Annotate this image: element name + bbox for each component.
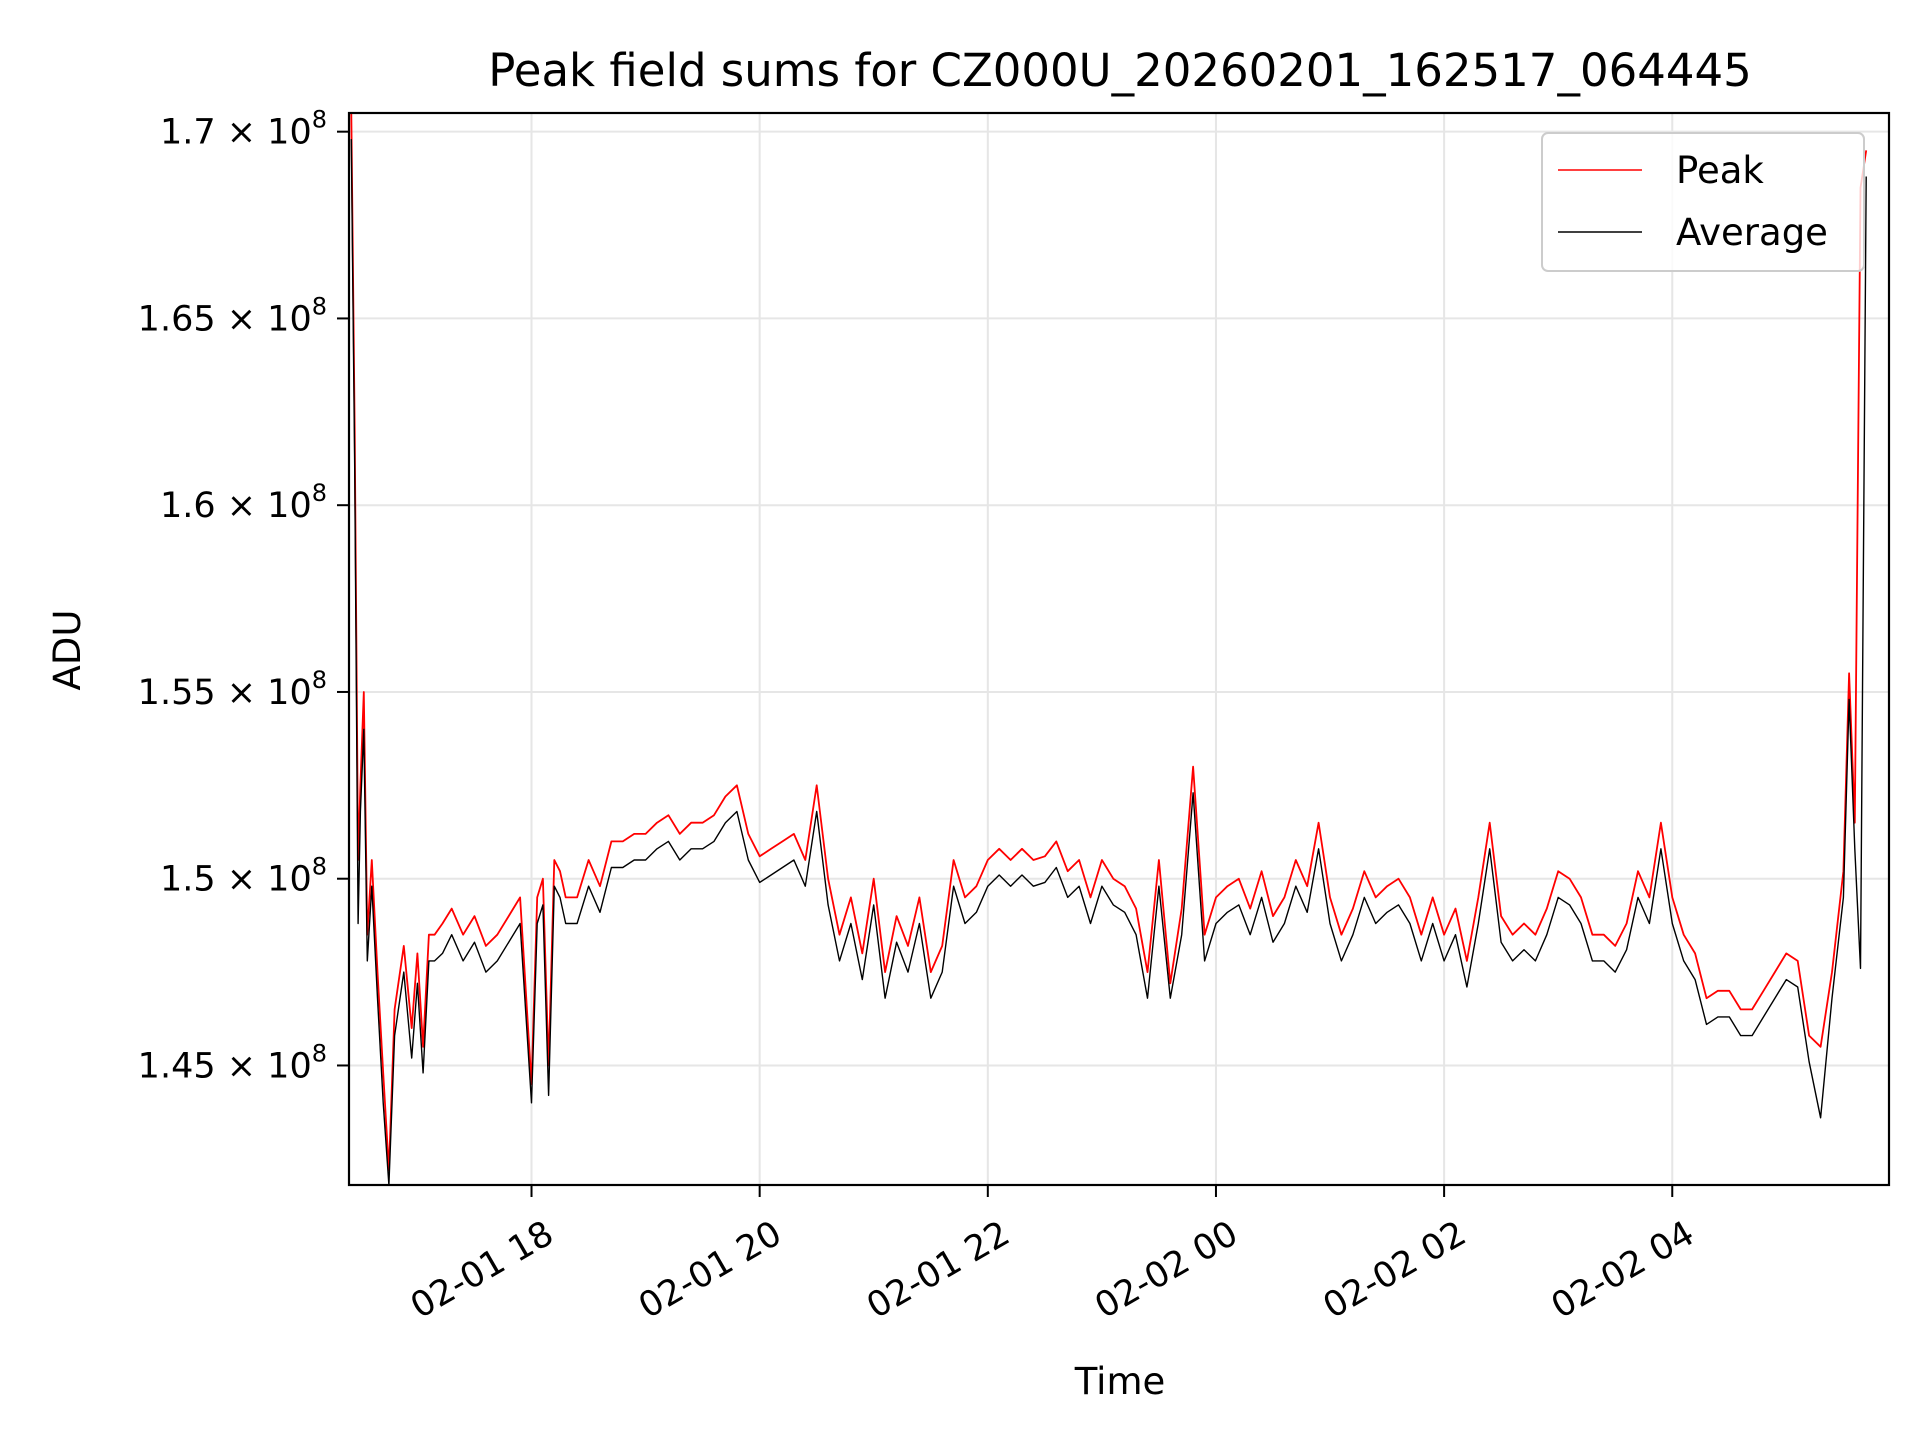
legend: Peak Average <box>1541 132 1865 272</box>
y-tick-label: 1.45 × 108 <box>138 1039 327 1086</box>
plot-area <box>350 113 1868 1185</box>
legend-label-average: Average <box>1676 211 1828 254</box>
y-axis-ticks: 1.45 × 108 1.5 × 108 1.55 × 108 1.6 × 108 1.… <box>138 106 349 1086</box>
y-axis-label: ADU <box>46 610 89 691</box>
series-layer <box>350 113 1868 1185</box>
chart-title: Peak field sums for CZ000U_20260201_1625… <box>488 44 1751 97</box>
x-axis-label: Time <box>1074 1360 1166 1403</box>
y-tick-label: 1.6 × 108 <box>160 479 327 526</box>
y-tick-label: 1.7 × 108 <box>160 106 327 153</box>
y-tick-label: 1.55 × 108 <box>138 666 327 713</box>
axes-frame <box>347 111 1891 1187</box>
y-tick-label: 1.5 × 108 <box>160 853 327 900</box>
y-tick-label: 1.65 × 108 <box>138 292 327 339</box>
series-line-peak <box>350 113 1868 1171</box>
legend-box <box>1541 132 1865 272</box>
series-line-average <box>350 139 1867 1185</box>
grid <box>349 113 1889 1185</box>
legend-label-peak: Peak <box>1676 149 1764 192</box>
